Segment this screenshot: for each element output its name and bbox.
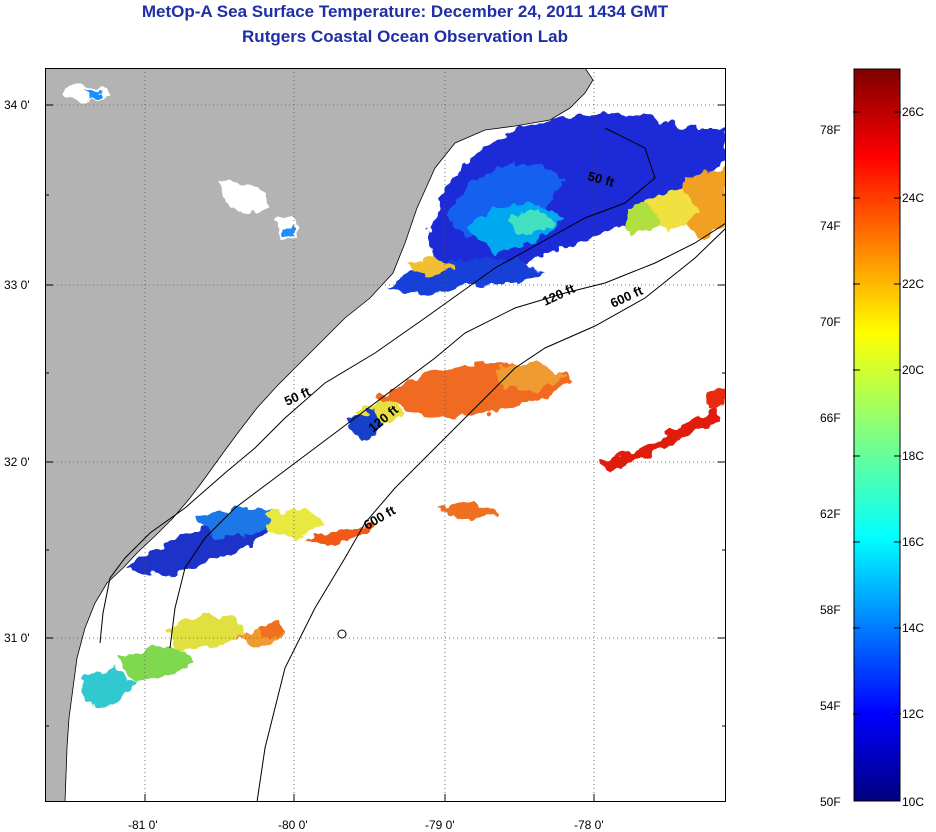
cbar-label-70f: 70F [820, 315, 841, 329]
cbar-label-12c: 12C [902, 707, 925, 721]
sst-map: 50 ft 120 ft 600 ft 50 ft 120 ft 600 ft [45, 68, 726, 802]
y-tick-label-33: 33 0' [4, 278, 30, 292]
map-title: MetOp-A Sea Surface Temperature: Decembe… [141, 2, 669, 21]
x-tick-label-79: -79 0' [425, 818, 455, 832]
contour-50ft [99, 127, 656, 644]
land-mass [45, 68, 593, 802]
y-tick-label-34: 34 0' [4, 98, 30, 112]
cbar-label-66f: 66F [820, 411, 841, 425]
cbar-label-78f: 78F [820, 123, 841, 137]
frame-ticks [45, 104, 726, 802]
cbar-label-20c: 20C [902, 363, 925, 377]
cbar-label-26c: 26C [902, 105, 925, 119]
coastline [64, 68, 594, 802]
y-tick-label-31: 31 0' [4, 631, 30, 645]
cbar-label-18c: 18C [902, 449, 925, 463]
contour-120ft [169, 222, 726, 649]
x-tick-label-81: -81 0' [128, 818, 158, 832]
map-frame [45, 68, 726, 802]
colorbar [853, 68, 901, 802]
contour-600ft [256, 227, 726, 802]
cbar-label-62f: 62F [820, 507, 841, 521]
x-tick-label-80: -80 0' [278, 818, 308, 832]
cbar-label-50f: 50F [820, 795, 841, 809]
y-tick-label-32: 32 0' [4, 455, 30, 469]
cbar-label-54f: 54F [820, 699, 841, 713]
sst-patches [65, 86, 726, 708]
lat-lon-grid [45, 68, 726, 802]
map-subtitle: Rutgers Coastal Ocean Observation Lab [242, 27, 568, 46]
cbar-label-74f: 74F [820, 219, 841, 233]
cbar-label-16c: 16C [902, 535, 925, 549]
cbar-label-14c: 14C [902, 621, 925, 635]
colorbar-gradient [853, 68, 901, 802]
contour-label-50ft-north: 50 ft [586, 168, 616, 190]
cbar-label-24c: 24C [902, 191, 925, 205]
x-tick-label-78: -78 0' [574, 818, 604, 832]
cbar-label-22c: 22C [902, 277, 925, 291]
seamount-contour [337, 629, 347, 639]
colorbar-ticks [853, 111, 901, 715]
cbar-label-10c: 10C [902, 795, 925, 809]
cbar-label-58f: 58F [820, 603, 841, 617]
isobath-contours [99, 127, 726, 802]
